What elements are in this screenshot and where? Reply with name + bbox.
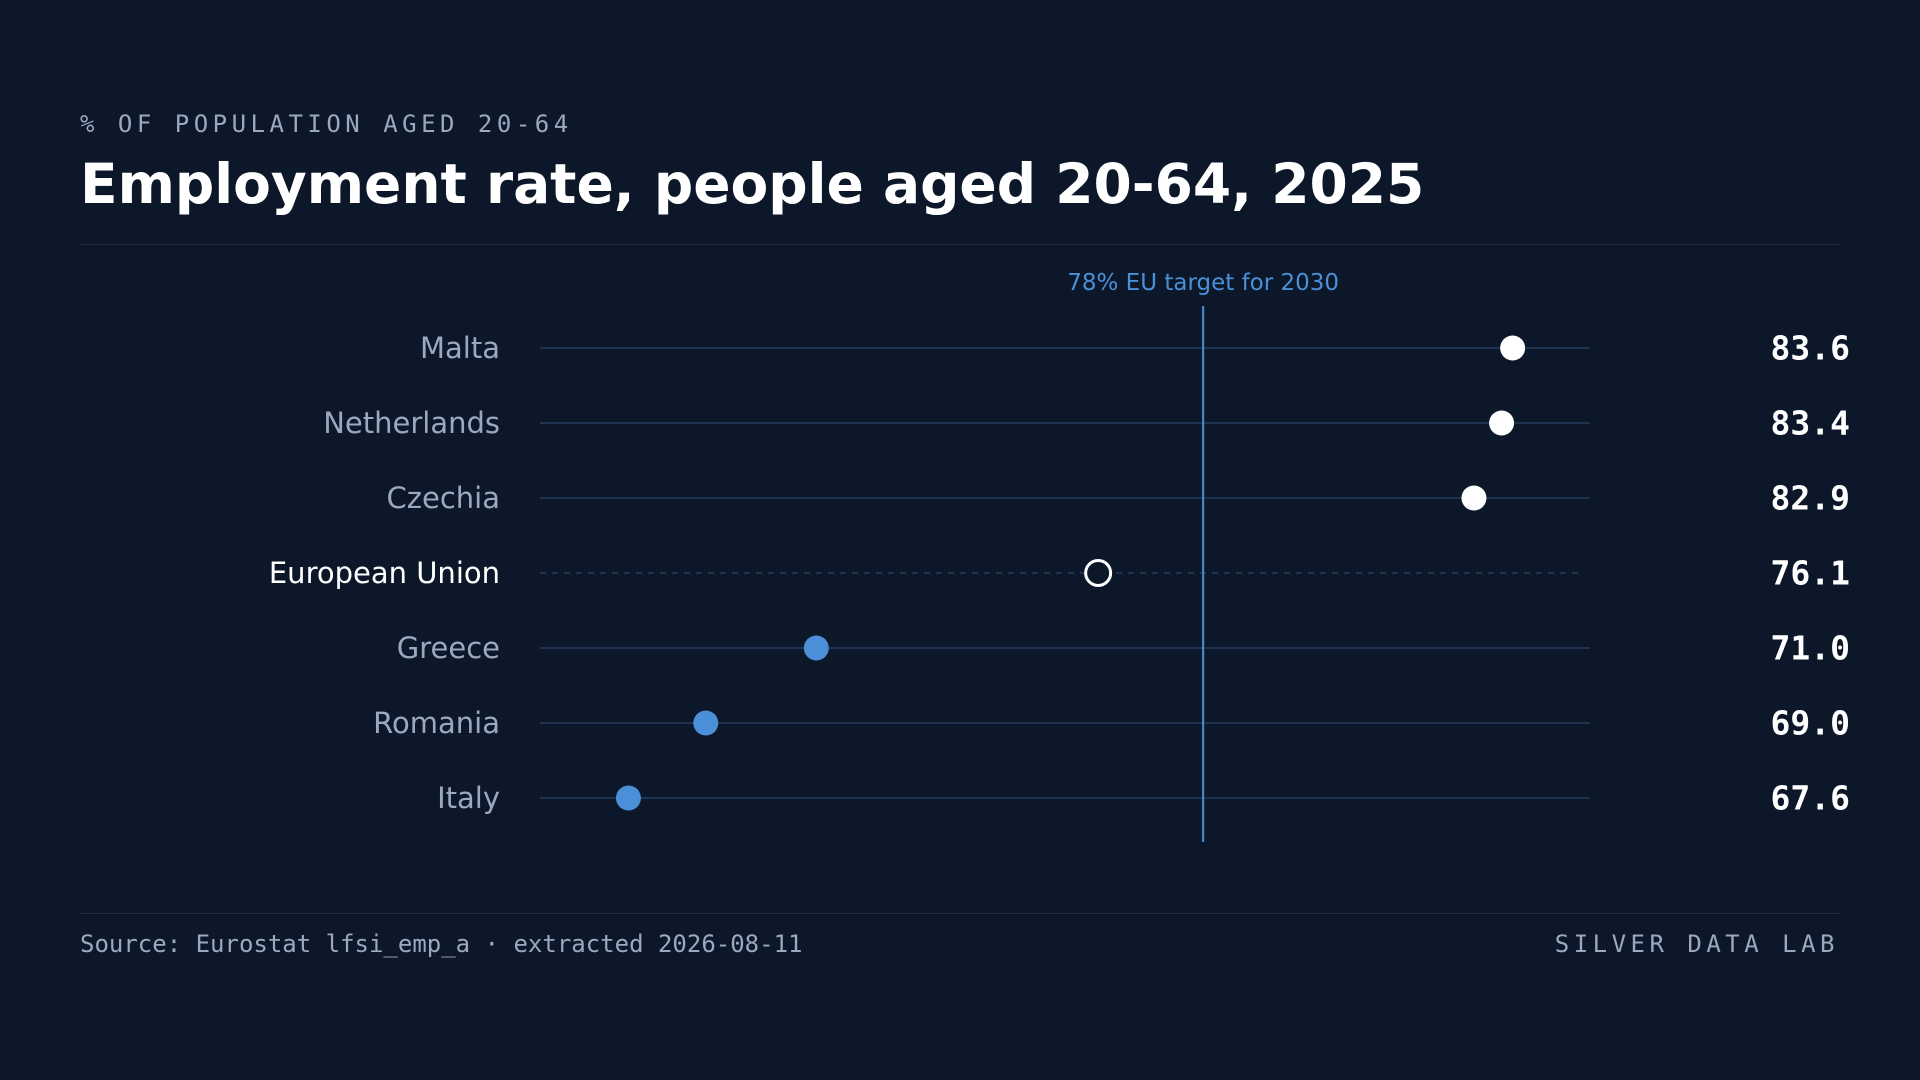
reference-label: 78% EU target for 2030	[1067, 270, 1339, 296]
footer-divider	[80, 913, 1840, 914]
category-label: Malta	[420, 331, 500, 365]
header-divider	[80, 244, 1840, 245]
value-label: 83.4	[1771, 404, 1850, 443]
chart-title: Employment rate, people aged 20-64, 2025	[80, 152, 1425, 216]
data-point	[693, 710, 719, 736]
brand-logo-text: SILVER DATA LAB	[1554, 930, 1839, 958]
value-label: 69.0	[1771, 704, 1850, 743]
value-label: 76.1	[1771, 554, 1850, 593]
value-label: 82.9	[1771, 479, 1850, 518]
category-label: Greece	[397, 631, 500, 665]
data-point	[615, 785, 641, 811]
data-point-highlight	[1084, 559, 1113, 587]
category-label: Netherlands	[323, 406, 500, 440]
category-label: Italy	[437, 781, 500, 815]
value-label: 71.0	[1771, 629, 1850, 668]
data-point	[1489, 410, 1515, 436]
data-point	[1500, 335, 1526, 361]
value-label: 67.6	[1771, 779, 1850, 818]
data-point	[1461, 485, 1487, 511]
value-label: 83.6	[1771, 329, 1850, 368]
data-point	[803, 635, 829, 661]
chart-kicker: % OF POPULATION AGED 20-64	[80, 110, 573, 138]
category-label: European Union	[269, 556, 500, 590]
category-label: Romania	[373, 706, 500, 740]
source-note: Source: Eurostat lfsi_emp_a · extracted …	[80, 930, 803, 958]
category-label: Czechia	[387, 481, 500, 515]
